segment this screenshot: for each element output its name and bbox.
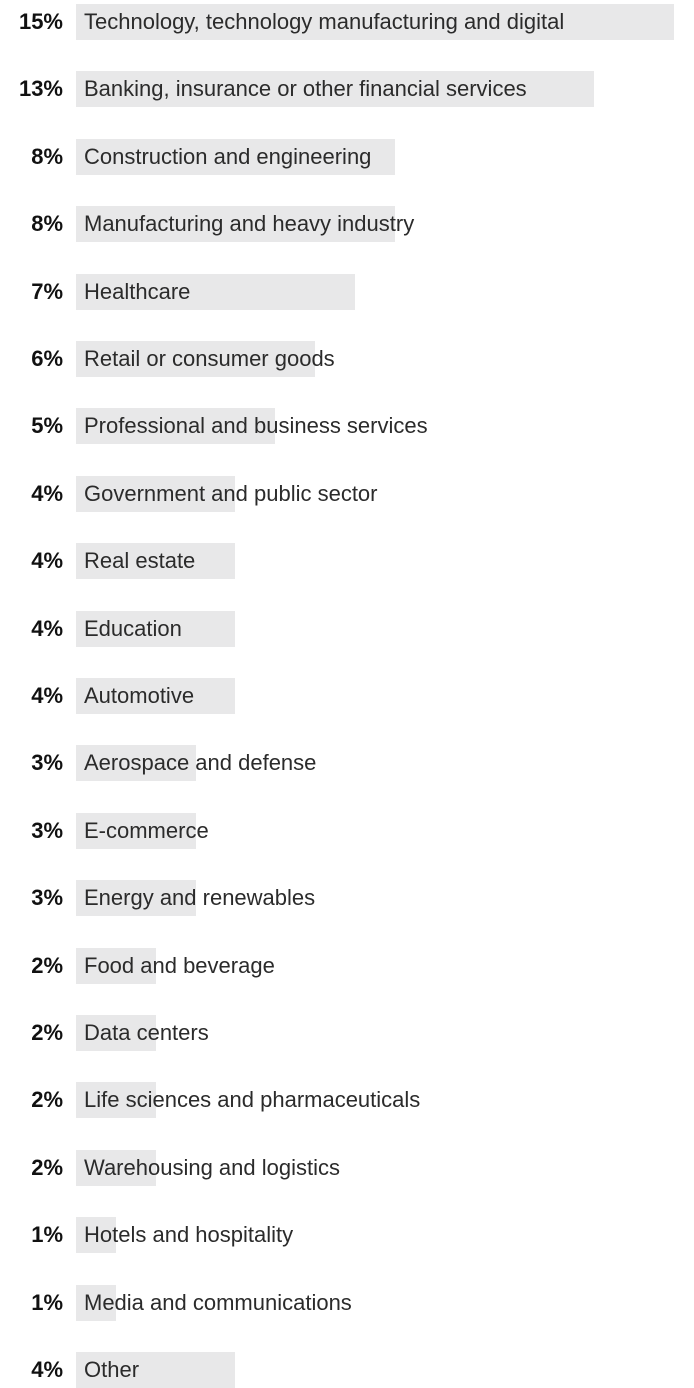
bar-row: 4% Education (0, 610, 694, 647)
category-label: Banking, insurance or other financial se… (84, 76, 527, 102)
bar-row: 2% Life sciences and pharmaceuticals (0, 1082, 694, 1119)
bar (76, 1082, 156, 1119)
category-label: Other (84, 1357, 140, 1382)
bar (76, 610, 235, 647)
value-label: 8% (31, 211, 63, 237)
value-label: 1% (31, 1289, 63, 1315)
value-label: 2% (31, 1154, 63, 1180)
value-label: 3% (31, 750, 63, 776)
value-label: 3% (31, 817, 63, 843)
category-label: Real estate (84, 548, 196, 574)
bar-row: 15% Technology, technology manufacturing … (0, 4, 694, 40)
bar (76, 408, 275, 445)
category-label: Technology, technology manufacturing and… (84, 9, 565, 34)
bar (76, 1015, 156, 1051)
bar (76, 273, 355, 310)
bar (76, 543, 235, 580)
bar-row: 8% Construction and engineering (0, 138, 694, 175)
bar-row: 2% Data centers (0, 1015, 694, 1051)
value-label: 8% (31, 143, 63, 169)
bar-row: 3% E-commerce (0, 812, 694, 849)
value-label: 2% (31, 952, 63, 978)
value-label: 5% (31, 413, 63, 439)
bar (76, 341, 315, 377)
value-label: 15% (18, 9, 63, 34)
category-label: Data centers (84, 1020, 209, 1045)
value-label: 13% (18, 76, 63, 102)
value-label: 4% (31, 615, 63, 641)
bar-row: 4% Real estate (0, 543, 694, 580)
value-label: 2% (31, 1087, 63, 1113)
bar-row: 2% Warehousing and logistics (0, 1149, 694, 1186)
value-label: 3% (31, 885, 63, 911)
bar (76, 880, 196, 917)
bar (76, 475, 235, 512)
value-label: 4% (31, 1357, 63, 1382)
bar (76, 947, 156, 984)
category-label: Warehousing and logistics (84, 1154, 340, 1180)
bar-row: 5% Professional and business services (0, 408, 694, 445)
value-label: 6% (31, 346, 63, 371)
category-label: Hotels and hospitality (84, 1222, 294, 1248)
category-label: Manufacturing and heavy industry (84, 211, 415, 237)
value-label: 1% (31, 1222, 63, 1248)
category-label: Retail or consumer goods (84, 346, 335, 371)
value-label: 7% (31, 278, 63, 304)
bar-row: 4% Automotive (0, 678, 694, 714)
category-label: Professional and business services (84, 413, 428, 439)
bar-row: 1% Hotels and hospitality (0, 1217, 694, 1254)
bar (76, 745, 196, 782)
bar-row: 4% Other (0, 1352, 694, 1388)
bar-row: 6% Retail or consumer goods (0, 341, 694, 377)
value-label: 4% (31, 683, 63, 708)
bar (76, 1149, 156, 1186)
bar (76, 1217, 116, 1254)
value-label: 2% (31, 1020, 63, 1045)
category-label: Education (84, 615, 182, 641)
bar (76, 4, 674, 40)
bar-row: 7% Healthcare (0, 273, 694, 310)
category-label: Automotive (84, 683, 195, 708)
bar-row: 13% Banking, insurance or other financial… (0, 71, 694, 108)
bar-row: 3% Energy and renewables (0, 880, 694, 917)
bar-row: 1% Media and communications (0, 1284, 694, 1321)
category-label: Government and public sector (84, 480, 378, 506)
bar-row: 2% Food and beverage (0, 947, 694, 984)
bar (76, 1284, 116, 1321)
bar (76, 812, 196, 849)
category-label: E-commerce (84, 817, 209, 843)
category-label: Food and beverage (84, 952, 275, 978)
category-label: Energy and renewables (84, 885, 316, 911)
category-label: Life sciences and pharmaceuticals (84, 1087, 421, 1113)
bar-row: 3% Aerospace and defense (0, 745, 694, 782)
category-label: Healthcare (84, 278, 191, 304)
bar (76, 206, 395, 243)
bar (76, 678, 235, 714)
bar-row: 4% Government and public sector (0, 475, 694, 512)
value-label: 4% (31, 480, 63, 506)
category-label: Media and communications (84, 1289, 352, 1315)
bar-row: 8% Manufacturing and heavy industry (0, 206, 694, 243)
bar (76, 71, 594, 108)
category-label: Aerospace and defense (84, 750, 317, 776)
category-label: Construction and engineering (84, 143, 372, 169)
bar (76, 138, 395, 175)
value-label: 4% (31, 548, 63, 574)
